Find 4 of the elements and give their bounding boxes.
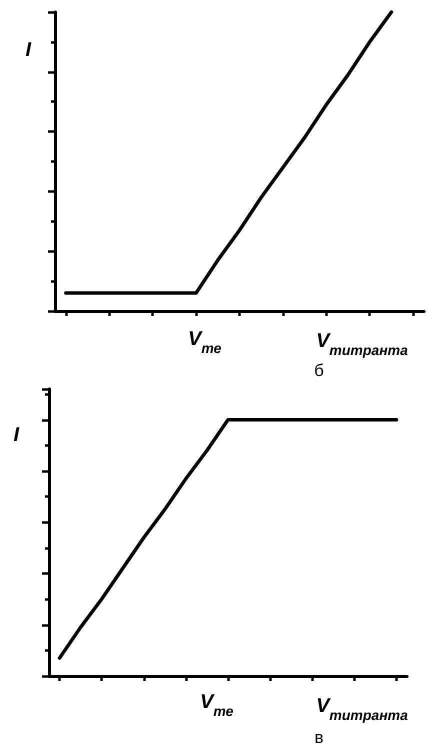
y-axis-title: I (13, 424, 20, 446)
text: б (314, 361, 324, 380)
text: в (314, 728, 324, 744)
y-axis-title: I (25, 39, 32, 61)
